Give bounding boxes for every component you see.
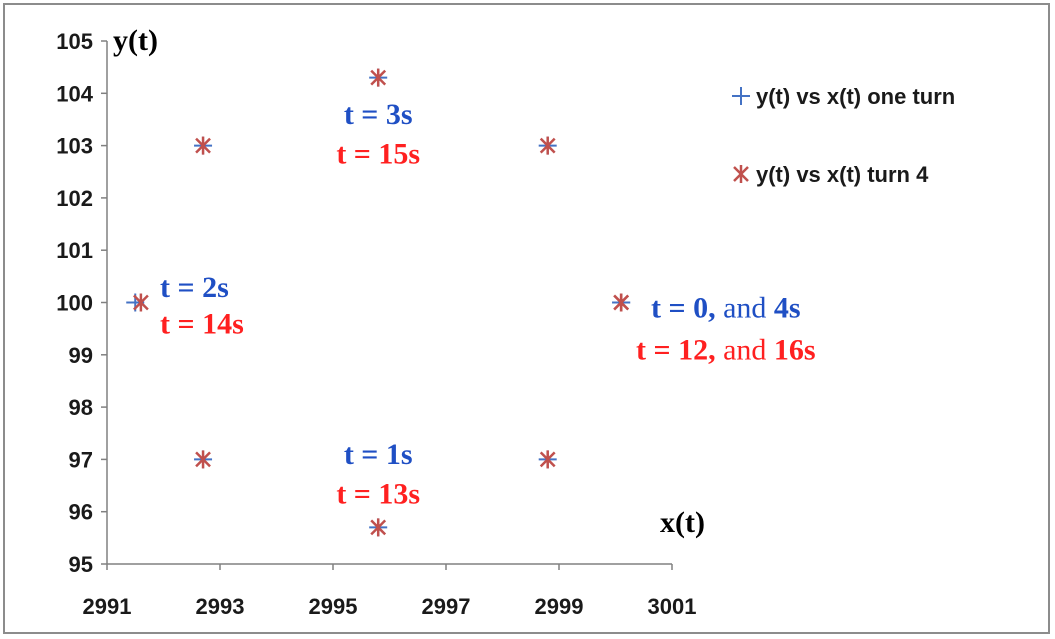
annotation-t15: t = 15s [336, 137, 420, 170]
y-tick-label: 98 [69, 395, 93, 420]
y-tick-label: 104 [56, 81, 93, 106]
legend-item-1: y(t) vs x(t) one turn [732, 84, 955, 109]
y-tick-label: 96 [69, 500, 93, 525]
x-axis-title: x(t) [660, 506, 705, 539]
x-tick-label: 2995 [309, 594, 358, 619]
data-point [370, 518, 387, 537]
y-tick-label: 105 [56, 29, 93, 54]
y-tick-label: 97 [69, 447, 93, 472]
annotation-t0: t = 0, and 4s [651, 292, 801, 325]
data-point [195, 450, 211, 469]
data-point [539, 450, 556, 469]
star-marker-icon [733, 165, 749, 183]
y-axis-title: y(t) [113, 24, 158, 57]
axes: 95 96 97 98 99 100 101 102 103 104 105 2991 2993 2995… [56, 29, 696, 619]
plus-marker-icon [732, 87, 750, 105]
annotation-t3: t = 3s [344, 98, 413, 131]
x-tick-label: 2993 [196, 594, 245, 619]
data-point [195, 136, 211, 155]
annotation-t12: t = 12, and 16s [636, 334, 816, 367]
annotation-t13: t = 13s [336, 477, 420, 510]
y-tick-label: 100 [56, 291, 93, 316]
series-layer [126, 68, 631, 537]
legend-item-2: y(t) vs x(t) turn 4 [733, 162, 929, 187]
data-point [370, 68, 387, 87]
y-tick-label: 99 [69, 343, 93, 368]
data-point [133, 293, 149, 312]
y-tick-label: 103 [56, 134, 93, 159]
y-tick-label: 101 [56, 238, 93, 263]
annotation-t14: t = 14s [160, 307, 244, 340]
legend-label: y(t) vs x(t) one turn [756, 84, 955, 109]
x-tick-label: 2991 [83, 594, 132, 619]
x-tick-label: 2997 [422, 594, 471, 619]
annotation-t1: t = 1s [344, 438, 413, 471]
chart-frame [3, 3, 1050, 634]
legend: y(t) vs x(t) one turn y(t) vs x(t) turn 4 [732, 84, 955, 187]
y-tick-label: 95 [69, 552, 93, 577]
y-tick-label: 102 [56, 186, 93, 211]
annotation-t2: t = 2s [160, 271, 229, 304]
x-tick-label: 3001 [648, 594, 697, 619]
data-point [539, 136, 556, 155]
x-tick-label: 2999 [535, 594, 584, 619]
data-point [613, 293, 630, 312]
annotation-layer: t = 3s t = 15s t = 2st = 14s t = 0, and 4s t… [160, 98, 816, 510]
series-2 [133, 68, 630, 537]
legend-label: y(t) vs x(t) turn 4 [756, 162, 929, 187]
